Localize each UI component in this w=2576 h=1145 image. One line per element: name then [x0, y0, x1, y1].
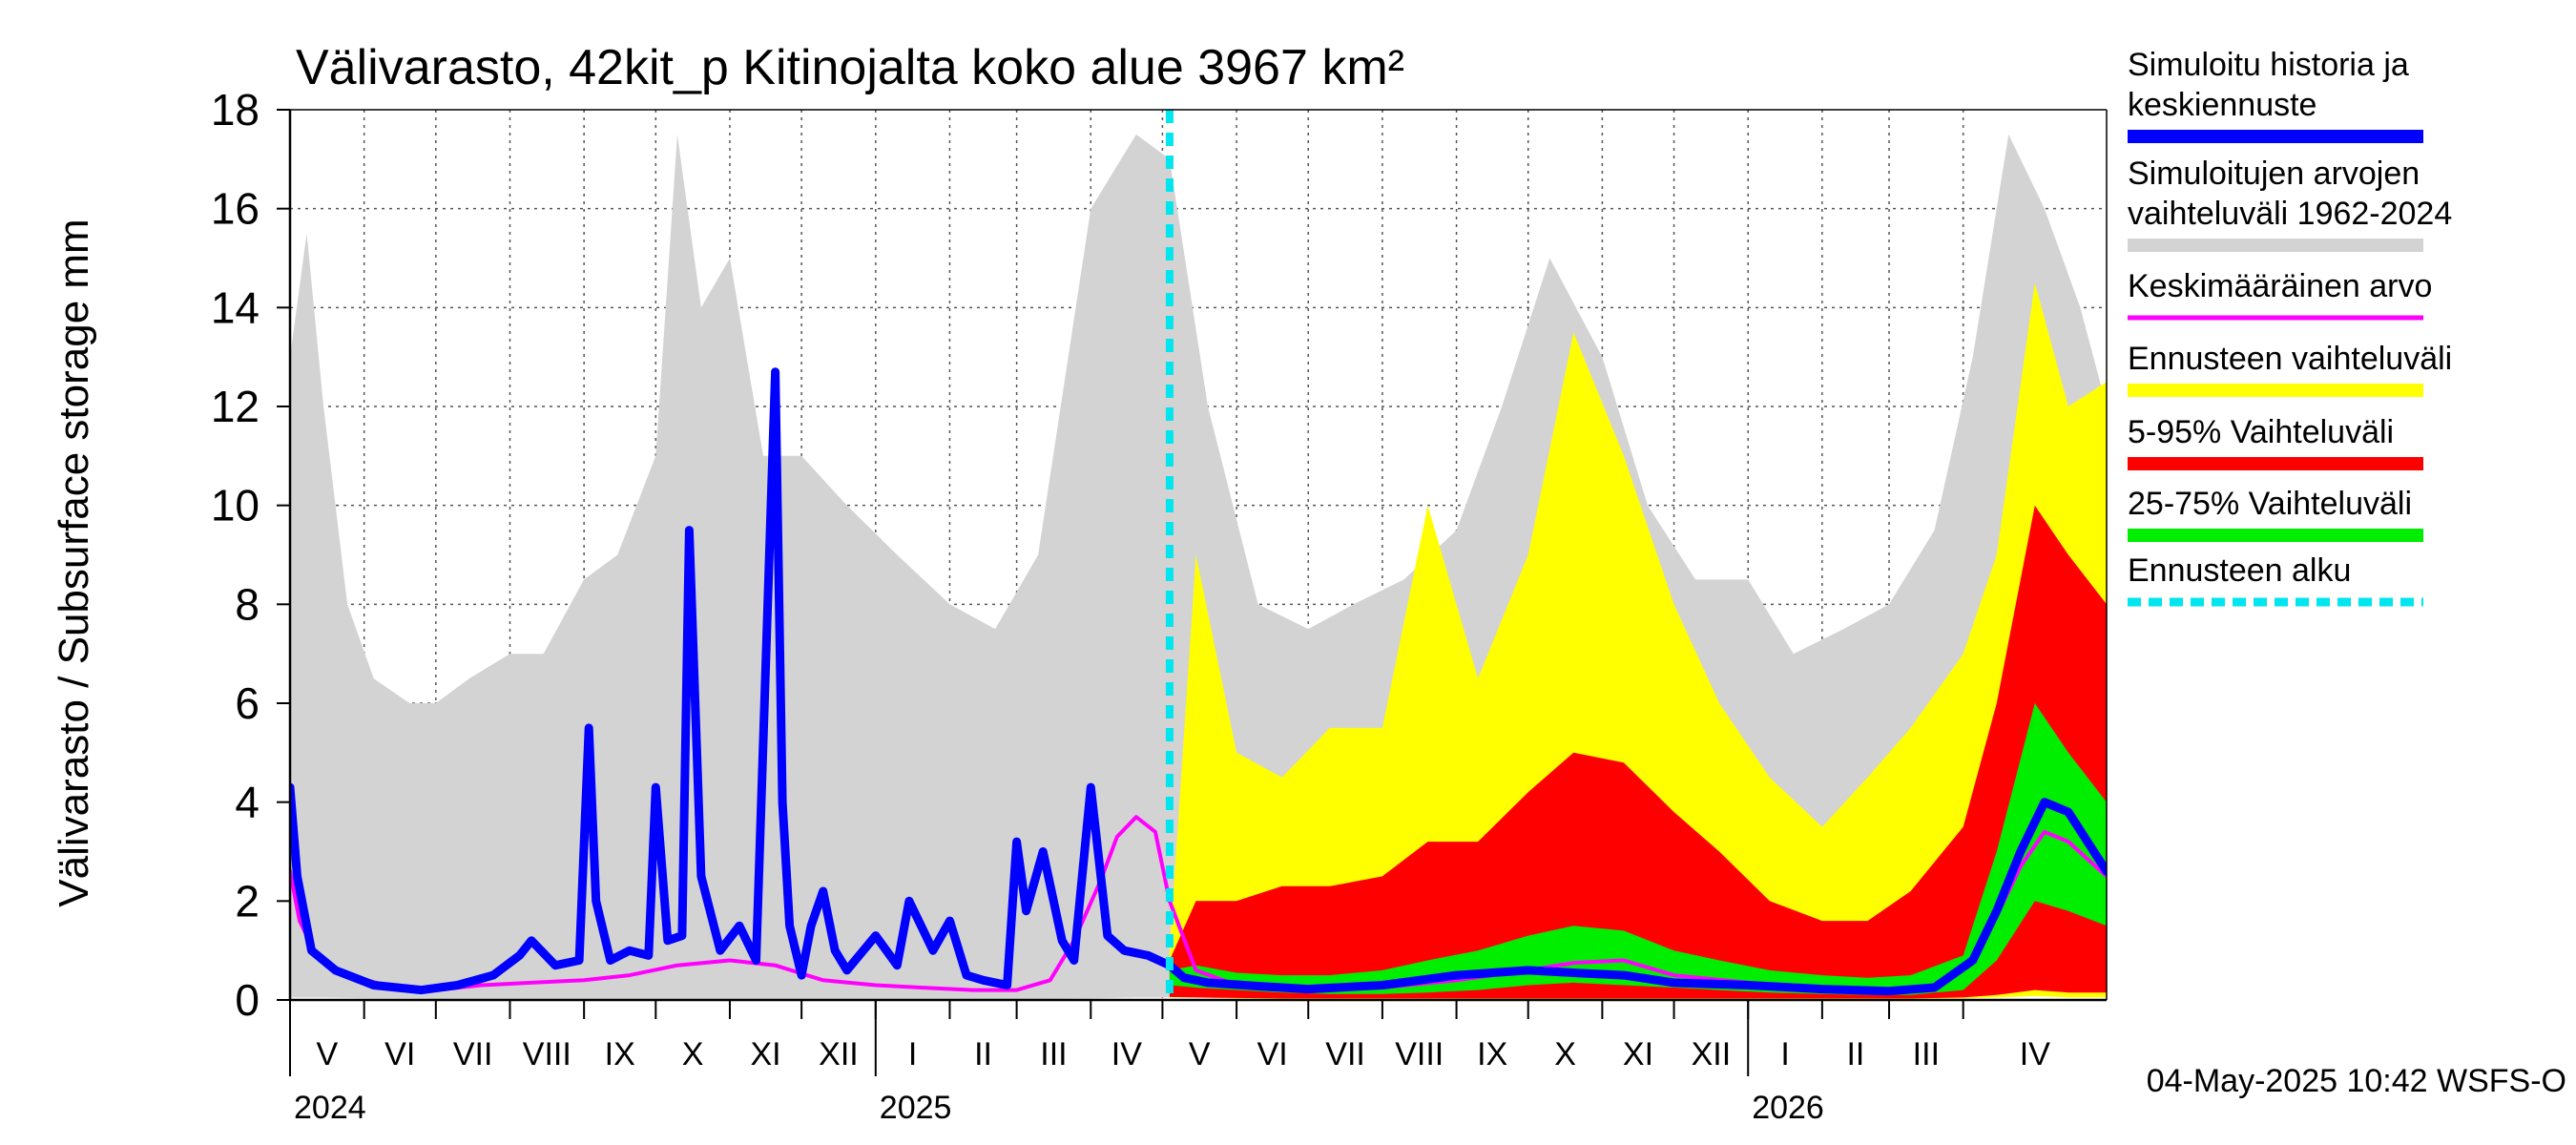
month-label: IX — [605, 1036, 635, 1072]
month-label: XII — [819, 1036, 859, 1072]
y-tick-label: 2 — [235, 876, 260, 926]
legend-label: Ennusteen alku — [2128, 552, 2351, 589]
month-label: VIII — [523, 1036, 571, 1072]
month-label: XI — [1623, 1036, 1653, 1072]
month-label: VII — [1325, 1036, 1365, 1072]
month-label: VIII — [1395, 1036, 1444, 1072]
y-tick-label: 6 — [235, 678, 260, 728]
y-tick-label: 10 — [211, 481, 260, 531]
legend-label: 25-75% Vaihteluväli — [2128, 486, 2412, 522]
y-tick-label: 0 — [235, 975, 260, 1025]
month-label: I — [1780, 1036, 1789, 1072]
year-label: 2024 — [294, 1090, 366, 1126]
month-label: I — [908, 1036, 917, 1072]
y-tick-label: 4 — [235, 778, 260, 827]
month-label: X — [682, 1036, 704, 1072]
month-label: XII — [1692, 1036, 1732, 1072]
legend: Simuloitu historia ja keskiennuste Simuloi… — [2128, 47, 2452, 607]
month-label: III — [1040, 1036, 1067, 1072]
y-axis-label: Välivarasto / Subsurface storage mm — [51, 219, 97, 906]
year-label: 2026 — [1752, 1090, 1824, 1126]
month-label: III — [1913, 1036, 1940, 1072]
y-tick-label: 12 — [211, 382, 260, 431]
legend-label: keskiennuste — [2128, 87, 2316, 123]
y-tick-label: 14 — [211, 282, 260, 332]
chart-title: Välivarasto, 42kit_p Kitinojalta koko al… — [296, 40, 1404, 95]
legend-label: Simuloitujen arvojen — [2128, 156, 2420, 192]
band-series-2 — [1169, 505, 2107, 999]
month-label: IX — [1477, 1036, 1507, 1072]
month-label: II — [974, 1036, 992, 1072]
line-series-5 — [290, 367, 2107, 996]
legend-label: Keskimääräinen arvo — [2128, 268, 2432, 304]
legend-label: 5-95% Vaihteluväli — [2128, 414, 2394, 450]
month-label: V — [1189, 1036, 1211, 1072]
timestamp-label: 04-May-2025 10:42 WSFS-O — [2147, 1063, 2566, 1099]
month-label: IV — [1111, 1036, 1142, 1072]
y-tick-label: 18 — [211, 85, 260, 135]
y-tick-label: 8 — [235, 579, 260, 629]
month-label: IV — [2020, 1036, 2050, 1072]
legend-label: Ennusteen vaihteluväli — [2128, 341, 2452, 377]
data-layer — [290, 110, 2107, 1000]
legend-label: vaihteluväli 1962-2024 — [2128, 196, 2452, 232]
band-series-1 — [1169, 282, 2107, 999]
band-series-3 — [1169, 703, 2107, 995]
month-label: VI — [384, 1036, 415, 1072]
month-label: V — [316, 1036, 338, 1072]
y-tick-label: 16 — [211, 184, 260, 234]
month-label: XI — [750, 1036, 780, 1072]
month-label: X — [1554, 1036, 1576, 1072]
month-label: II — [1846, 1036, 1864, 1072]
year-label: 2025 — [880, 1090, 952, 1126]
month-label: VI — [1257, 1036, 1288, 1072]
legend-label: Simuloitu historia ja — [2128, 47, 2409, 83]
month-label: VII — [453, 1036, 493, 1072]
